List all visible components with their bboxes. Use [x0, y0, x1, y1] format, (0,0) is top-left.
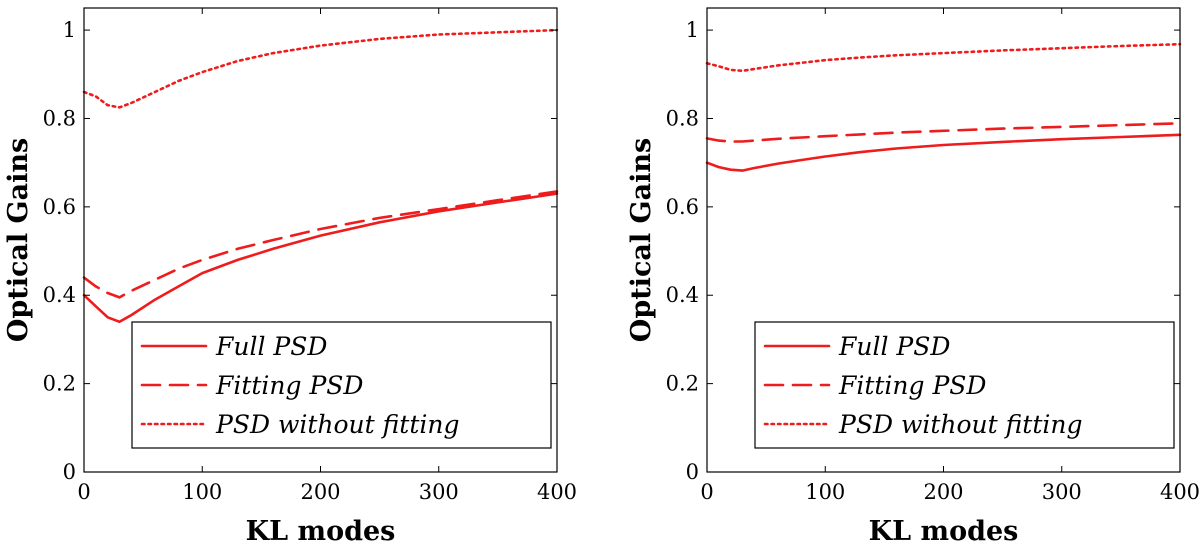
x-tick-label: 200: [923, 480, 963, 504]
chart-panel-2: 0 100 200 300 400 0 0.2 0.4 0.6 0.8 1 KL modes Optic…: [626, 7, 1200, 547]
series-line-psd-without-fitting: [82, 28, 559, 109]
y-axis-label: Optical Gains: [3, 138, 34, 342]
x-tick-label: 100: [805, 480, 845, 504]
y-tick-label: 0.4: [666, 283, 699, 307]
legend: Full PSD Fitting PSD PSD without fitting: [754, 321, 1175, 449]
series-line-psd-without-fitting: [705, 42, 1182, 73]
legend-entry-label: PSD without fitting: [838, 410, 1083, 439]
series-line-full-psd: [82, 192, 559, 324]
x-tick-label: 400: [1160, 480, 1200, 504]
legend-entry-label: Full PSD: [215, 332, 327, 361]
y-tick-label: 0.4: [43, 283, 76, 307]
y-tick-label: 1: [686, 18, 699, 42]
y-axis-label: Optical Gains: [626, 138, 657, 342]
y-tick-label: 1: [63, 18, 76, 42]
x-tick-label: 200: [300, 480, 340, 504]
x-tick-label: 0: [77, 480, 90, 504]
y-tick-label: 0.6: [43, 195, 76, 219]
x-tick-label: 300: [419, 480, 459, 504]
legend-entry-label: PSD without fitting: [215, 410, 460, 439]
x-axis-label: KL modes: [246, 516, 396, 547]
y-tick-label: 0.2: [666, 372, 699, 396]
series-line-fitting-psd: [82, 190, 559, 299]
y-tick-label: 0.6: [666, 195, 699, 219]
y-tick-label: 0.2: [43, 372, 76, 396]
series-line-fitting-psd: [705, 122, 1182, 143]
x-tick-label: 0: [700, 480, 713, 504]
y-tick-label: 0.8: [666, 106, 699, 130]
legend-entry-label: Fitting PSD: [215, 371, 363, 400]
y-tick-label: 0.8: [43, 106, 76, 130]
legend-entry-label: Full PSD: [838, 332, 950, 361]
x-tick-label: 300: [1042, 480, 1082, 504]
y-tick-label: 0: [686, 460, 699, 484]
chart-panel-1: 0 100 200 300 400 0 0.2 0.4 0.6 0.8 1 KL modes Optic…: [3, 7, 577, 547]
y-tick-label: 0: [63, 460, 76, 484]
legend-entry-label: Fitting PSD: [838, 371, 986, 400]
series-line-full-psd: [705, 133, 1182, 172]
x-axis-label: KL modes: [869, 516, 1019, 547]
x-tick-label: 100: [182, 480, 222, 504]
legend: Full PSD Fitting PSD PSD without fitting: [131, 321, 552, 449]
x-tick-label: 400: [537, 480, 577, 504]
